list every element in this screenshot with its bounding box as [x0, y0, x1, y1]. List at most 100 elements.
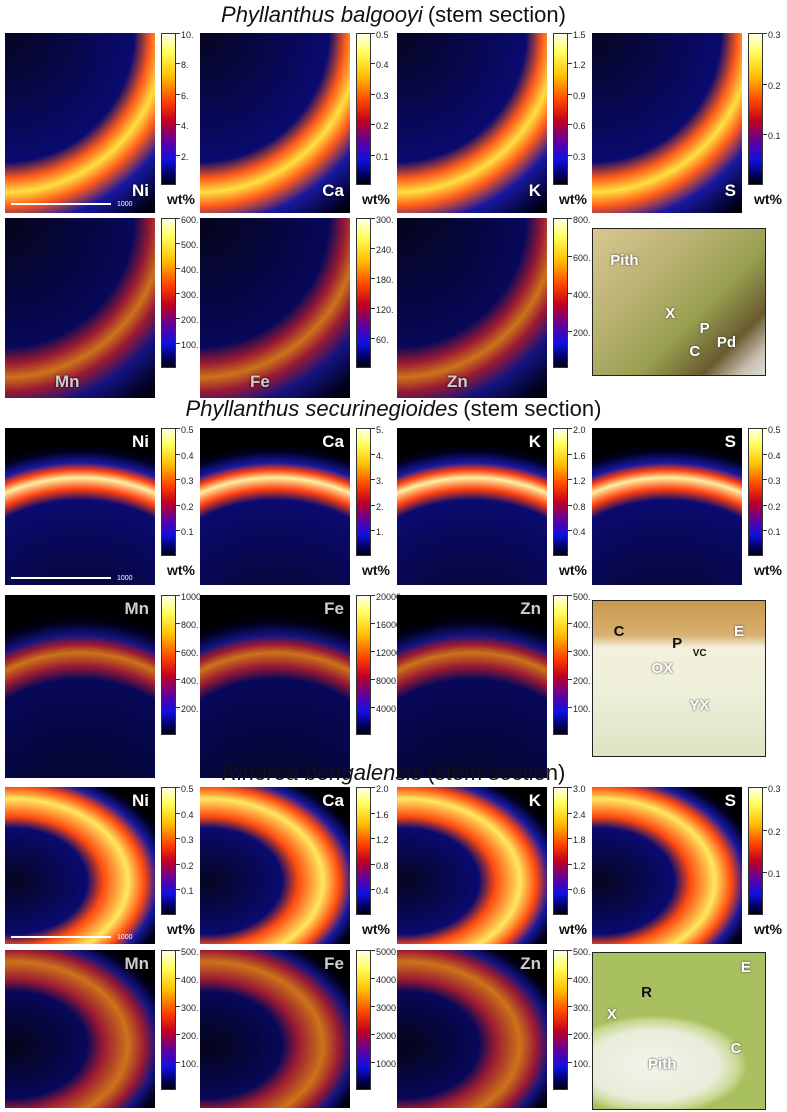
- element-label: S: [724, 432, 736, 451]
- colorbar: [356, 595, 371, 735]
- species-name: Phyllanthus securinegioides: [185, 396, 459, 421]
- colorbar-tick: [176, 428, 180, 429]
- colorbar-tick: [568, 863, 572, 865]
- colorbar-tick: [568, 1062, 572, 1063]
- element-map: Ca: [200, 33, 350, 213]
- title-suffix: (stem section): [427, 760, 566, 785]
- colorbar-tick-label: 0.4: [181, 809, 194, 820]
- element-label: Fe: [250, 372, 270, 391]
- colorbar-tick-label: 600.: [181, 648, 199, 658]
- colorbar-tick: [371, 1006, 375, 1007]
- photo-label: Pith: [648, 1055, 677, 1073]
- colorbar-tick-label: 500.: [573, 592, 591, 602]
- colorbar-tick-label: 1.5: [573, 30, 586, 40]
- colorbar-tick-label: 0.4: [376, 60, 389, 71]
- colorbar-tick-label: 200.: [181, 315, 199, 325]
- colorbar: [356, 950, 371, 1090]
- colorbar: [356, 428, 371, 556]
- colorbar-tick-label: 1.6: [376, 809, 389, 820]
- colorbar-tick: [176, 787, 180, 788]
- colorbar-tick: [371, 308, 375, 309]
- colorbar-tick-label: 200.: [181, 704, 199, 714]
- colorbar-tick-label: 5000.: [376, 947, 399, 957]
- photo-label: P: [672, 635, 683, 653]
- colorbar-tick: [568, 950, 572, 951]
- colorbar-tick-label: 100.: [181, 340, 199, 350]
- colorbar-tick-label: 0.1: [376, 151, 389, 162]
- colorbar-tick: [176, 479, 180, 481]
- colorbar-tick: [371, 479, 375, 481]
- unit-label: wt%: [167, 562, 195, 578]
- colorbar-tick-label: 0.1: [768, 869, 781, 880]
- colorbar-tick-label: 0.2: [181, 860, 194, 871]
- colorbar-tick: [176, 293, 180, 294]
- colorbar-tick-label: 500.: [181, 240, 199, 250]
- colorbar-tick-label: 0.9: [573, 90, 586, 101]
- colorbar-tick-label: 8000.: [376, 676, 399, 686]
- photo-label: VC: [692, 647, 707, 659]
- colorbar-tick: [176, 453, 180, 455]
- stem-photo: Pith X P C Pd: [592, 228, 766, 376]
- colorbar-tick: [568, 530, 572, 532]
- colorbar-tick: [371, 651, 375, 652]
- colorbar-tick: [371, 504, 375, 506]
- colorbar-tick: [763, 479, 767, 481]
- element-map: K: [397, 428, 547, 585]
- colorbar-tick: [371, 428, 375, 429]
- colorbar-tick: [568, 63, 572, 65]
- colorbar-tick: [568, 218, 572, 219]
- section-title: Phyllanthus balgooyi (stem section): [0, 2, 787, 28]
- unit-label: wt%: [167, 921, 195, 937]
- photo-label: Pd: [716, 334, 736, 352]
- colorbar-tick-label: 2.: [181, 151, 189, 162]
- colorbar-tick-label: 400.: [181, 975, 199, 985]
- photo-label: Pith: [610, 252, 639, 270]
- colorbar-tick-label: 3000.: [376, 1003, 399, 1013]
- colorbar: [161, 33, 176, 185]
- colorbar-tick-label: 0.3: [768, 476, 781, 487]
- colorbar-tick: [763, 33, 767, 34]
- colorbar-tick-label: 300.: [181, 290, 199, 300]
- title-suffix: (stem section): [463, 396, 602, 421]
- colorbar-tick: [176, 812, 180, 814]
- title-suffix: (stem section): [427, 2, 566, 27]
- element-map: Ni 1000: [5, 33, 155, 213]
- colorbar-tick: [568, 33, 572, 34]
- colorbar-tick: [371, 63, 375, 65]
- unit-label: wt%: [754, 191, 782, 207]
- colorbar-tick-label: 0.2: [768, 826, 781, 837]
- colorbar-tick-label: 1000.: [181, 592, 204, 602]
- element-map: Fe: [200, 218, 350, 398]
- element-label: Zn: [447, 372, 468, 391]
- colorbar-tick: [763, 83, 767, 85]
- colorbar-tick: [176, 623, 180, 624]
- colorbar-tick: [371, 278, 375, 279]
- colorbar-tick-label: 400.: [181, 265, 199, 275]
- colorbar: [356, 33, 371, 185]
- colorbar-tick-label: 1.2: [573, 476, 586, 487]
- colorbar-tick-label: 180.: [376, 275, 394, 285]
- element-label: Zn: [520, 954, 541, 973]
- colorbar-tick: [371, 248, 375, 249]
- colorbar-tick-label: 4.: [181, 121, 189, 132]
- colorbar-tick: [568, 255, 572, 257]
- colorbar-tick-label: 2.0: [376, 784, 389, 794]
- colorbar-tick: [568, 293, 572, 294]
- element-label: K: [528, 181, 541, 200]
- colorbar-tick: [568, 787, 572, 788]
- colorbar-tick: [371, 623, 375, 624]
- colorbar-tick: [763, 829, 767, 831]
- colorbar-tick: [371, 218, 375, 219]
- unit-label: wt%: [167, 191, 195, 207]
- element-label: Ni: [132, 181, 149, 200]
- colorbar-tick-label: 1.6: [573, 450, 586, 461]
- element-label: Mn: [124, 954, 149, 973]
- element-label: K: [528, 791, 541, 810]
- colorbar-tick-label: 6.: [181, 90, 189, 101]
- colorbar: [161, 950, 176, 1090]
- colorbar-tick: [371, 530, 375, 532]
- colorbar-tick: [371, 124, 375, 126]
- colorbar-tick: [176, 124, 180, 126]
- colorbar-tick: [371, 338, 375, 339]
- colorbar-tick: [176, 1062, 180, 1063]
